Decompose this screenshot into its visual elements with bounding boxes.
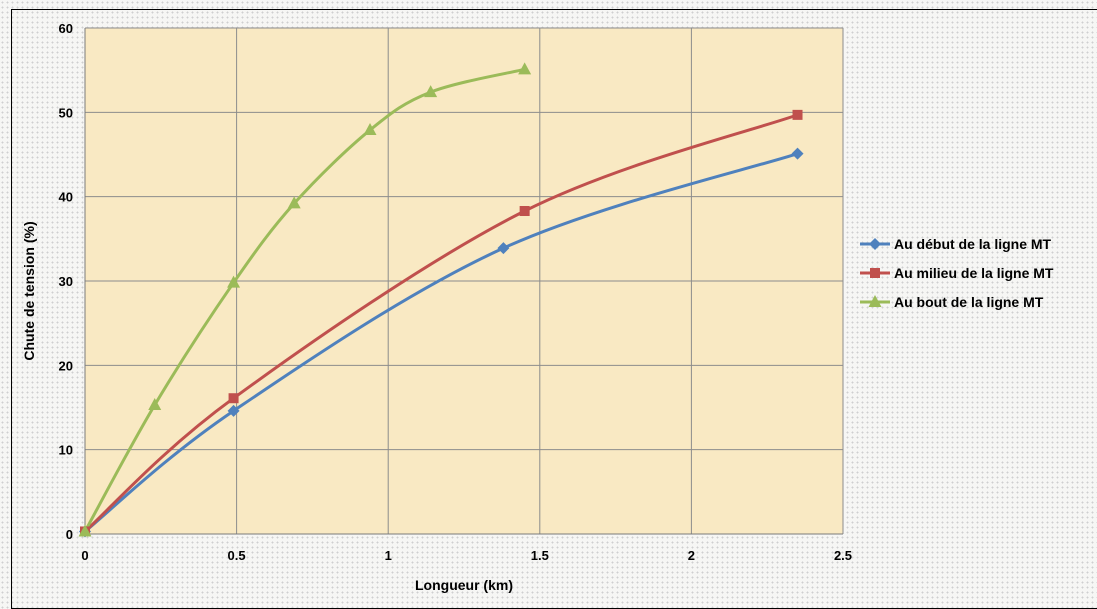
data-point-series-2 — [519, 206, 530, 217]
y-tick-label: 30 — [59, 274, 73, 289]
legend-label-3: Au bout de la ligne MT — [894, 294, 1044, 310]
y-tick-label: 20 — [59, 358, 73, 373]
x-tick-label: 0 — [81, 548, 88, 563]
x-tick-label: 1.5 — [531, 548, 549, 563]
y-tick-label: 50 — [59, 105, 73, 120]
x-tick-label: 1 — [385, 548, 392, 563]
legend-marker-2 — [870, 268, 880, 278]
data-point-series-3 — [424, 85, 438, 98]
data-point-series-1 — [227, 404, 240, 417]
x-tick-label: 2.5 — [834, 548, 852, 563]
series-line-2 — [83, 113, 799, 533]
data-point-series-3 — [78, 524, 92, 537]
x-axis-ticks: 0 0.5 1 1.5 2 2.5 — [81, 548, 852, 563]
legend-label-1: Au début de la ligne MT — [894, 236, 1052, 252]
series-markers — [78, 62, 804, 538]
y-axis-title: Chute de tension (%) — [21, 221, 37, 360]
data-point-series-2 — [792, 109, 803, 120]
data-point-series-3 — [148, 397, 162, 410]
legend-marker-1 — [869, 238, 881, 250]
y-tick-label: 60 — [59, 21, 73, 36]
series-line-1 — [84, 152, 798, 533]
legend-label-2: Au milieu de la ligne MT — [894, 265, 1054, 281]
legend-marker-3 — [868, 295, 882, 307]
y-tick-label: 0 — [66, 527, 73, 542]
data-point-series-2 — [228, 393, 239, 404]
x-tick-label: 2 — [688, 548, 695, 563]
y-axis-ticks: 0 10 20 30 40 50 60 — [59, 21, 73, 542]
data-point-series-1 — [497, 242, 510, 255]
data-point-series-3 — [518, 62, 532, 75]
x-axis-title: Longueur (km) — [415, 577, 513, 593]
grid-lines — [84, 27, 844, 535]
data-point-series-3 — [287, 196, 301, 209]
data-point-series-1 — [791, 147, 804, 160]
y-tick-label: 10 — [59, 443, 73, 458]
y-tick-label: 40 — [59, 190, 73, 205]
data-point-series-3 — [363, 123, 377, 136]
legend: Au début de la ligne MT Au milieu de la l… — [860, 236, 1054, 310]
x-tick-label: 0.5 — [228, 548, 246, 563]
data-point-series-3 — [227, 275, 241, 288]
